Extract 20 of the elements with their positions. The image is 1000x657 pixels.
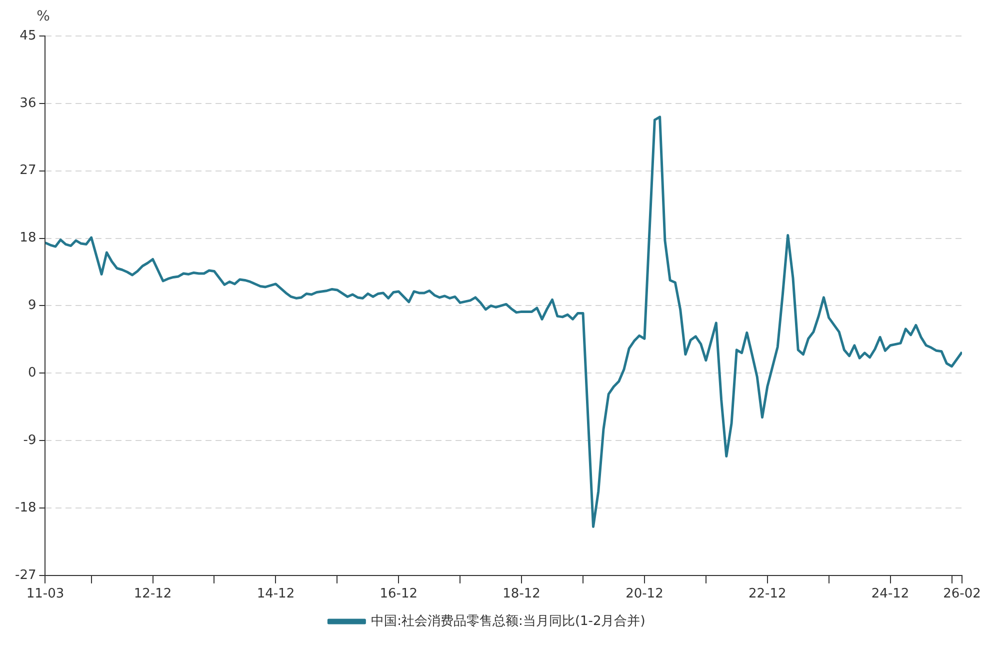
y-tick-label: -18: [15, 500, 36, 516]
y-tick-label: -27: [15, 568, 36, 583]
y-tick-label: 27: [20, 163, 36, 178]
x-tick-label: 14-12: [256, 586, 295, 602]
x-tick-label: 22-12: [748, 586, 786, 602]
x-tick-label: 18-12: [502, 586, 540, 602]
y-tick-label: 9: [28, 298, 36, 314]
legend-label: 中国:社会消费品零售总额:当月同比(1-2月合并): [371, 614, 646, 629]
x-tick-label: 12-12: [134, 586, 172, 602]
x-tick-label: 11-03: [26, 586, 64, 602]
x-tick-label: 20-12: [626, 586, 664, 602]
y-tick-label: -9: [23, 432, 36, 448]
y-tick-label: 45: [20, 28, 36, 44]
x-tick-label: 26-02: [943, 586, 981, 602]
y-tick-label: 18: [20, 230, 36, 246]
x-tick-label: 24-12: [871, 586, 910, 602]
y-tick-label: 36: [20, 96, 36, 111]
y-tick-label: 0: [28, 366, 36, 380]
x-tick-label: 16-12: [380, 586, 418, 602]
y-axis-title: %: [36, 8, 50, 25]
